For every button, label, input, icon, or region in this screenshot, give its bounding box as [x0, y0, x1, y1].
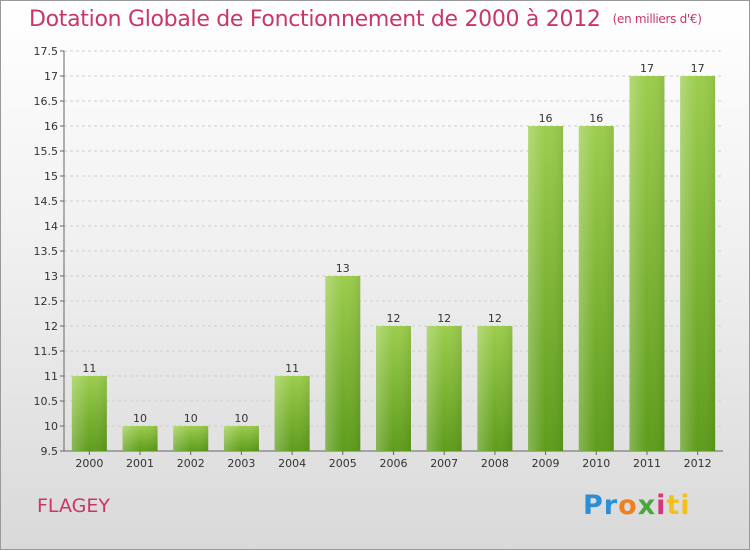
bar-shade-2005 — [325, 276, 361, 451]
x-tick-label-2011: 2011 — [633, 457, 661, 470]
chart-unit: (en milliers d'€) — [612, 12, 702, 26]
bar-shade-2007 — [426, 326, 462, 451]
bar-shade-2011 — [629, 76, 665, 451]
bar-shade-2000 — [71, 376, 107, 451]
y-tick-label: 15 — [44, 170, 58, 183]
chart-title: Dotation Globale de Fonctionnement de 20… — [29, 7, 702, 32]
bar-shade-2006 — [376, 326, 411, 451]
x-tick-label-2005: 2005 — [329, 457, 357, 470]
x-tick-label-2012: 2012 — [684, 457, 712, 470]
bar-shade-2001 — [122, 426, 158, 451]
bar-shade-2002 — [173, 426, 209, 451]
y-tick-label: 17 — [44, 70, 58, 83]
x-tick-label-2009: 2009 — [532, 457, 560, 470]
x-tick-label-2007: 2007 — [430, 457, 458, 470]
y-tick-label: 14 — [44, 220, 58, 233]
y-tick-label: 15.5 — [34, 145, 59, 158]
value-label-2002: 10 — [184, 412, 198, 425]
x-tick-label-2003: 2003 — [227, 457, 255, 470]
bar-shade-2009 — [528, 126, 564, 451]
y-tick-label: 13.5 — [34, 245, 59, 258]
y-tick-label: 12 — [44, 320, 58, 333]
value-label-2008: 12 — [488, 312, 502, 325]
value-label-2009: 16 — [539, 112, 553, 125]
y-tick-label: 10 — [44, 420, 58, 433]
y-tick-label: 12.5 — [34, 295, 59, 308]
value-label-2000: 11 — [82, 362, 96, 375]
x-tick-label-2010: 2010 — [582, 457, 610, 470]
value-label-2007: 12 — [437, 312, 451, 325]
value-label-2012: 17 — [691, 62, 705, 75]
x-tick-label-2004: 2004 — [278, 457, 306, 470]
x-tick-label-2006: 2006 — [380, 457, 408, 470]
y-tick-label: 13 — [44, 270, 58, 283]
bar-shade-2010 — [578, 126, 614, 451]
bar-shade-2012 — [680, 76, 716, 451]
value-label-2010: 16 — [589, 112, 603, 125]
labels: 11 2000 10 2001 10 2002 10 2003 11 2004 13 2005 12 20… — [75, 62, 711, 470]
y-tick-label: 16.5 — [34, 95, 59, 108]
y-tick-label: 11 — [44, 370, 58, 383]
value-label-2001: 10 — [133, 412, 147, 425]
bar-shade-2003 — [223, 426, 259, 451]
chart-title-text: Dotation Globale de Fonctionnement de 20… — [29, 7, 601, 32]
y-tick-label: 11.5 — [34, 345, 59, 358]
y-tick-label: 14.5 — [34, 195, 59, 208]
x-tick-label-2008: 2008 — [481, 457, 509, 470]
value-label-2003: 10 — [234, 412, 248, 425]
y-tick-label: 9.5 — [41, 445, 59, 458]
proxiti-logo: Proxiti — [583, 490, 691, 521]
x-tick-label-2001: 2001 — [126, 457, 154, 470]
commune-name: FLAGEY — [37, 495, 110, 517]
bar-shade-2004 — [274, 376, 310, 451]
bar-shade-2008 — [477, 326, 513, 451]
value-label-2011: 17 — [640, 62, 654, 75]
x-tick-label-2000: 2000 — [75, 457, 103, 470]
value-label-2006: 12 — [387, 312, 401, 325]
value-label-2005: 13 — [336, 262, 350, 275]
y-tick-label: 10.5 — [34, 395, 59, 408]
x-tick-label-2002: 2002 — [177, 457, 205, 470]
bars — [71, 76, 716, 451]
y-tick-label: 16 — [44, 120, 58, 133]
value-label-2004: 11 — [285, 362, 299, 375]
y-tick-label: 17.5 — [34, 45, 59, 58]
